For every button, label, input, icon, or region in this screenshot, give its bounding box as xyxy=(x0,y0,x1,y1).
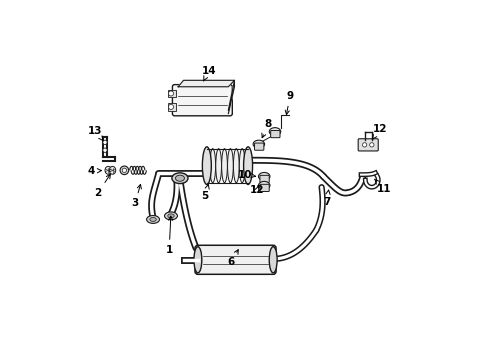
Text: 1: 1 xyxy=(165,216,172,255)
FancyBboxPatch shape xyxy=(270,131,280,138)
Ellipse shape xyxy=(258,181,269,189)
Ellipse shape xyxy=(239,149,244,183)
Ellipse shape xyxy=(149,217,156,221)
Text: 14: 14 xyxy=(201,66,216,81)
Ellipse shape xyxy=(146,216,159,224)
Text: 5: 5 xyxy=(201,185,209,201)
Text: 7: 7 xyxy=(323,190,330,207)
Ellipse shape xyxy=(171,173,187,184)
Ellipse shape xyxy=(269,128,280,135)
FancyBboxPatch shape xyxy=(260,184,269,192)
Ellipse shape xyxy=(175,175,184,181)
FancyBboxPatch shape xyxy=(195,245,276,274)
Polygon shape xyxy=(228,80,234,114)
Ellipse shape xyxy=(233,149,239,183)
Text: 10: 10 xyxy=(238,170,255,180)
Ellipse shape xyxy=(227,149,233,183)
Text: 6: 6 xyxy=(227,250,238,267)
Circle shape xyxy=(102,148,107,152)
Ellipse shape xyxy=(164,212,177,220)
Bar xyxy=(168,90,176,97)
Ellipse shape xyxy=(105,166,111,174)
Bar xyxy=(168,103,176,111)
Ellipse shape xyxy=(243,147,252,184)
FancyBboxPatch shape xyxy=(254,143,264,150)
Text: 4: 4 xyxy=(87,166,102,176)
Circle shape xyxy=(122,168,126,172)
Text: 13: 13 xyxy=(88,126,103,141)
Ellipse shape xyxy=(202,147,211,184)
Ellipse shape xyxy=(167,214,174,218)
Text: 11: 11 xyxy=(374,179,390,194)
FancyBboxPatch shape xyxy=(357,139,378,151)
Circle shape xyxy=(120,166,128,175)
Circle shape xyxy=(369,143,373,147)
Ellipse shape xyxy=(221,149,227,183)
Circle shape xyxy=(168,91,173,96)
Ellipse shape xyxy=(253,140,264,148)
FancyBboxPatch shape xyxy=(172,85,232,116)
Text: 3: 3 xyxy=(131,184,141,208)
Circle shape xyxy=(168,104,173,109)
Text: 9: 9 xyxy=(285,91,293,114)
Ellipse shape xyxy=(215,149,221,183)
Ellipse shape xyxy=(209,149,215,183)
Polygon shape xyxy=(178,80,234,87)
FancyBboxPatch shape xyxy=(260,175,269,183)
Ellipse shape xyxy=(244,149,250,183)
Text: 8: 8 xyxy=(262,120,271,138)
Ellipse shape xyxy=(258,172,269,180)
Text: 12: 12 xyxy=(372,124,386,139)
Ellipse shape xyxy=(203,149,209,183)
Circle shape xyxy=(362,143,366,147)
Text: 12: 12 xyxy=(249,185,264,195)
Ellipse shape xyxy=(194,247,202,273)
Ellipse shape xyxy=(109,166,116,174)
Ellipse shape xyxy=(269,247,277,273)
Text: 2: 2 xyxy=(94,174,110,198)
Circle shape xyxy=(102,140,107,144)
